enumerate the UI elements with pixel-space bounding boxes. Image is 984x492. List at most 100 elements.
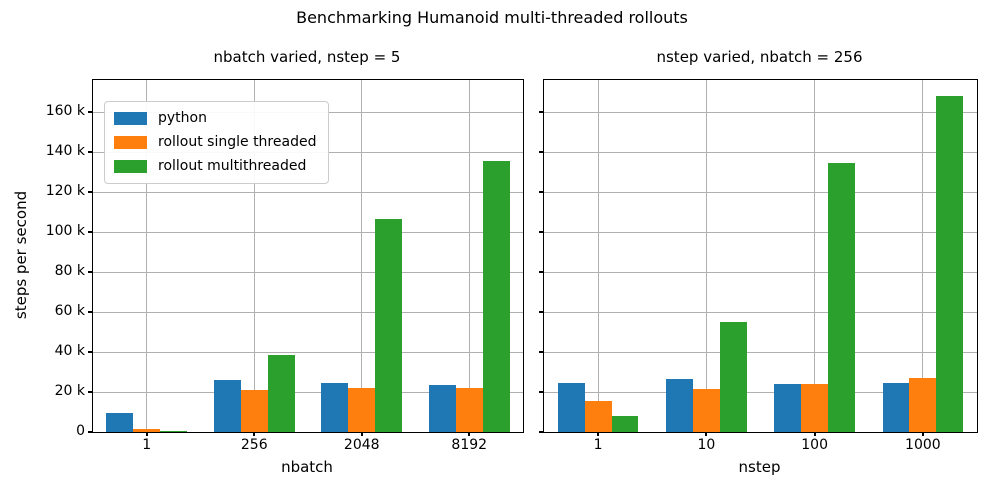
v-gridline bbox=[597, 80, 599, 432]
y-axis-label: steps per second bbox=[12, 190, 30, 320]
legend-item-python: python bbox=[114, 110, 316, 127]
legend-item-rollout-multithreaded: rollout multithreaded bbox=[114, 158, 316, 175]
bar-python-1000 bbox=[882, 383, 910, 432]
v-gridline bbox=[922, 80, 924, 432]
figure-title: Benchmarking Humanoid multi-threaded rol… bbox=[296, 8, 688, 27]
h-gridline bbox=[93, 351, 523, 353]
x-tick-mark bbox=[813, 432, 816, 436]
v-gridline bbox=[814, 80, 816, 432]
bar-rollout-multithreaded-1000 bbox=[936, 96, 964, 432]
bar-rollout-multithreaded-100 bbox=[828, 163, 855, 432]
v-gridline bbox=[253, 80, 255, 432]
h-gridline bbox=[544, 351, 977, 353]
left-subplot-title: nbatch varied, nstep = 5 bbox=[213, 48, 401, 66]
h-gridline bbox=[93, 191, 523, 193]
legend-swatch-icon bbox=[114, 112, 147, 125]
bar-rollout-single-threaded-10 bbox=[692, 389, 720, 432]
x-tick-label: 1 bbox=[142, 437, 152, 453]
bar-python-2048 bbox=[321, 383, 349, 432]
y-tick-label: 60 k bbox=[54, 303, 85, 319]
y-tick-label: 100 k bbox=[45, 223, 85, 239]
y-tick-mark bbox=[88, 111, 92, 113]
x-tick-mark bbox=[360, 432, 363, 436]
legend-label: rollout multithreaded bbox=[158, 158, 307, 174]
h-gridline bbox=[93, 271, 523, 273]
y-tick-label: 80 k bbox=[54, 263, 85, 279]
h-gridline bbox=[93, 231, 523, 233]
y-tick-mark bbox=[88, 151, 92, 153]
x-tick-mark bbox=[705, 432, 708, 436]
y-tick-mark bbox=[539, 151, 543, 153]
bar-rollout-single-threaded-1 bbox=[133, 429, 161, 432]
x-tick-mark bbox=[145, 432, 148, 436]
right-subplot-title: nstep varied, nbatch = 256 bbox=[656, 48, 863, 66]
y-tick-mark bbox=[88, 391, 92, 393]
bar-rollout-multithreaded-1 bbox=[160, 431, 188, 432]
y-tick-mark bbox=[88, 271, 92, 273]
v-gridline bbox=[468, 80, 470, 432]
y-tick-label: 0 bbox=[76, 423, 85, 439]
bar-rollout-single-threaded-1 bbox=[584, 401, 612, 432]
left-x-axis-label: nbatch bbox=[281, 458, 333, 476]
y-tick-mark bbox=[539, 271, 543, 273]
h-gridline bbox=[544, 191, 977, 193]
bar-python-10 bbox=[666, 379, 693, 432]
h-gridline bbox=[544, 391, 977, 393]
v-gridline bbox=[705, 80, 707, 432]
h-gridline bbox=[544, 231, 977, 233]
bar-python-1 bbox=[557, 383, 585, 432]
bar-rollout-single-threaded-1000 bbox=[909, 378, 937, 432]
legend-swatch-icon bbox=[114, 160, 147, 173]
legend-item-rollout-single-threaded: rollout single threaded bbox=[114, 134, 316, 151]
y-tick-mark bbox=[539, 391, 543, 393]
x-tick-label: 1000 bbox=[905, 437, 941, 453]
x-tick-label: 8192 bbox=[451, 437, 488, 453]
h-gridline bbox=[544, 111, 977, 113]
v-gridline bbox=[361, 80, 363, 432]
bar-rollout-single-threaded-256 bbox=[240, 390, 268, 432]
y-tick-label: 20 k bbox=[54, 383, 85, 399]
y-tick-mark bbox=[539, 111, 543, 113]
bar-rollout-single-threaded-100 bbox=[801, 384, 829, 432]
bar-rollout-multithreaded-1 bbox=[611, 416, 639, 432]
x-tick-label: 100 bbox=[801, 437, 828, 453]
x-tick-mark bbox=[597, 432, 600, 436]
x-tick-label: 256 bbox=[240, 437, 268, 453]
right-x-axis-label: nstep bbox=[738, 458, 781, 476]
y-tick-mark bbox=[539, 351, 543, 353]
h-gridline bbox=[93, 391, 523, 393]
bar-python-1 bbox=[106, 413, 134, 432]
y-tick-label: 160 k bbox=[45, 103, 85, 119]
y-tick-mark bbox=[539, 431, 543, 433]
h-gridline bbox=[544, 151, 977, 153]
left-plot-area: 0 20 k 40 k 60 k 80 k 100 k 120 k 140 k 160 k 1 25… bbox=[46, 79, 524, 453]
y-tick-mark bbox=[88, 431, 92, 433]
y-tick-mark bbox=[539, 311, 543, 313]
bar-rollout-multithreaded-256 bbox=[267, 355, 295, 432]
bar-python-100 bbox=[774, 384, 802, 432]
y-tick-label: 120 k bbox=[45, 183, 85, 199]
x-tick-mark bbox=[253, 432, 256, 436]
bar-rollout-multithreaded-8192 bbox=[482, 161, 510, 432]
legend-swatch-icon bbox=[114, 136, 147, 149]
bar-rollout-multithreaded-2048 bbox=[375, 219, 403, 432]
bar-python-8192 bbox=[428, 385, 456, 432]
bar-rollout-single-threaded-2048 bbox=[348, 388, 376, 432]
v-gridline bbox=[146, 80, 148, 432]
y-tick-mark bbox=[88, 311, 92, 313]
h-gridline bbox=[544, 271, 977, 273]
y-tick-mark bbox=[539, 191, 543, 193]
x-tick-mark bbox=[468, 432, 471, 436]
bar-rollout-multithreaded-10 bbox=[719, 322, 747, 432]
x-tick-mark bbox=[921, 432, 924, 436]
x-tick-label: 1 bbox=[593, 437, 603, 453]
y-tick-mark bbox=[88, 231, 92, 233]
x-tick-label: 2048 bbox=[343, 437, 380, 453]
y-tick-mark bbox=[88, 191, 92, 193]
legend: python rollout single threaded rollout mul… bbox=[104, 101, 330, 184]
y-tick-label: 40 k bbox=[54, 343, 85, 359]
bar-rollout-single-threaded-8192 bbox=[455, 388, 483, 432]
legend-label: python bbox=[158, 110, 207, 126]
y-tick-mark bbox=[539, 231, 543, 233]
